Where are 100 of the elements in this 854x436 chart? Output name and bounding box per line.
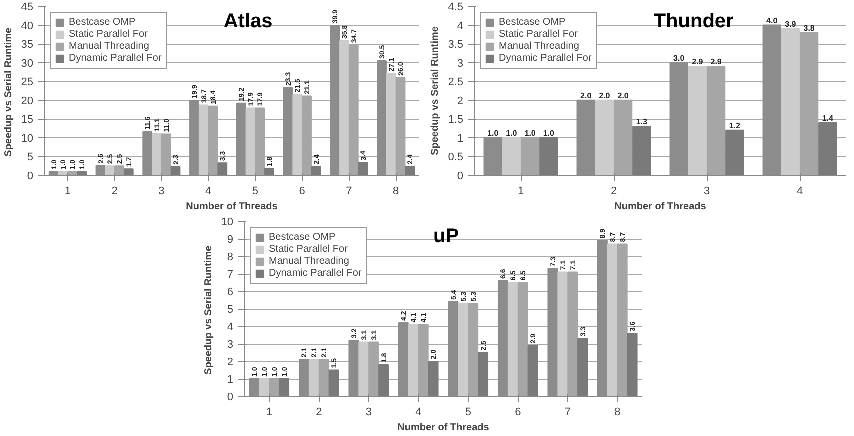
x-tick-label: 6 <box>299 186 306 198</box>
x-tick-label: 5 <box>252 186 259 198</box>
y-tick-label: 20 <box>21 95 34 108</box>
y-tick-label: 35 <box>21 39 34 52</box>
y-tick-label: 0 <box>27 170 34 182</box>
data-label: 1.0 <box>506 128 518 138</box>
y-tick-label: 0.5 <box>448 152 464 164</box>
bar <box>77 171 87 176</box>
chart-title: uP <box>434 226 460 248</box>
x-tick-label: 4 <box>796 186 804 198</box>
data-label: 2.9 <box>710 58 722 67</box>
legend-label: Bestcase OMP <box>269 232 336 243</box>
x-tick-label: 8 <box>614 406 621 418</box>
bar <box>508 282 518 396</box>
bar <box>540 137 558 176</box>
legend-label: Manual Threading <box>269 256 350 267</box>
x-tick-label: 6 <box>515 406 522 418</box>
legend-label: Static Parallel For <box>269 244 348 255</box>
bar <box>627 333 638 396</box>
y-tick-label: 6 <box>227 286 234 298</box>
y-axis-title: Speedup vs Serial Runtime <box>203 245 214 375</box>
x-tick-label: 7 <box>564 406 571 418</box>
x-tick-label: 5 <box>465 406 472 418</box>
bar <box>358 162 368 176</box>
y-tick-label: 0 <box>457 170 464 182</box>
x-tick-label: 4 <box>416 406 422 418</box>
bar <box>386 73 396 176</box>
y-tick-label: 9 <box>227 234 234 246</box>
y-tick-label: 1.5 <box>448 114 464 126</box>
data-label: 2.0 <box>599 91 611 100</box>
bar <box>528 345 538 396</box>
data-label: 2.0 <box>618 91 630 100</box>
x-tick-label: 2 <box>316 406 322 418</box>
y-tick-label: 3.5 <box>448 39 464 52</box>
y-tick-label: 2 <box>227 356 234 368</box>
bar <box>578 338 588 396</box>
bar <box>358 342 370 396</box>
bar <box>478 352 489 396</box>
legend-label: Manual Threading <box>69 41 150 52</box>
bar <box>124 168 134 176</box>
y-tick-label: 2 <box>457 95 464 108</box>
bar <box>259 378 270 396</box>
x-tick-label: 2 <box>112 186 118 198</box>
data-label: 3.0 <box>674 54 686 63</box>
bar <box>688 66 708 176</box>
y-tick-label: 4 <box>457 20 464 32</box>
bar <box>152 133 162 176</box>
bar <box>246 108 256 176</box>
bar <box>632 126 652 176</box>
y-tick-label: 30 <box>21 58 34 70</box>
legend-label: Static Parallel For <box>499 29 578 40</box>
legend-label: Dynamic Parallel For <box>69 53 162 64</box>
data-label: 3.9 <box>785 20 797 30</box>
data-label: 2.0 <box>580 91 592 100</box>
y-tick-label: 4.5 <box>448 2 464 14</box>
bar <box>558 272 568 396</box>
bar <box>269 378 280 396</box>
x-tick-label: 1 <box>266 406 272 418</box>
x-tick-label: 8 <box>393 186 400 198</box>
bar <box>726 130 744 176</box>
legend-label: Dynamic Parallel For <box>269 268 362 279</box>
data-label: 3.8 <box>804 24 816 33</box>
chart-title: Thunder <box>654 10 734 32</box>
bar <box>378 364 390 396</box>
bar <box>308 359 320 396</box>
bar <box>279 378 290 396</box>
y-tick-label: 40 <box>21 20 34 32</box>
bar <box>264 168 274 176</box>
x-tick-label: 1 <box>64 186 72 198</box>
legend-label: Bestcase OMP <box>69 17 136 28</box>
bar <box>408 324 419 396</box>
y-tick-label: 5 <box>27 152 34 164</box>
bar <box>292 94 303 176</box>
data-label: 1.0 <box>524 128 536 138</box>
x-tick-label: 2 <box>610 186 618 198</box>
y-tick-label: 10 <box>221 216 234 228</box>
y-tick-label: 3 <box>227 339 234 351</box>
bar <box>340 40 350 176</box>
y-tick-label: 4 <box>227 322 234 334</box>
y-tick-label: 10 <box>21 132 34 145</box>
bar <box>68 171 78 176</box>
data-label: 1.3 <box>636 118 648 127</box>
y-tick-label: 2.5 <box>448 76 464 89</box>
bar <box>781 28 800 176</box>
bar <box>818 122 838 176</box>
x-tick-label: 3 <box>158 186 165 198</box>
y-tick-label: 8 <box>227 252 234 264</box>
bar <box>458 303 469 396</box>
data-label: 1.2 <box>729 121 742 130</box>
x-tick-label: 7 <box>346 186 352 198</box>
y-tick-label: 1 <box>457 132 464 145</box>
bar <box>502 137 522 176</box>
y-tick-label: 5 <box>227 304 234 316</box>
chart-title: Atlas <box>224 10 273 32</box>
y-tick-label: 25 <box>21 76 34 89</box>
legend-label: Manual Threading <box>499 41 580 52</box>
x-axis-title: Number of Threads <box>186 202 278 212</box>
data-label: 4.0 <box>766 16 778 26</box>
x-tick-label: 4 <box>206 186 212 198</box>
x-tick-label: 3 <box>366 406 372 418</box>
